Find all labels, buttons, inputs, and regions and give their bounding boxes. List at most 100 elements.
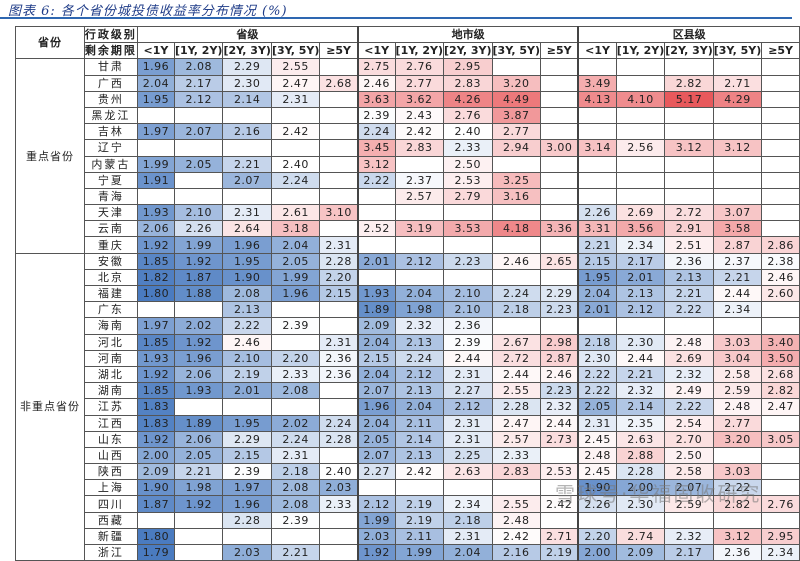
province-name: 黑龙江 (83, 106, 138, 125)
yield-cell: 2.05 (173, 155, 224, 173)
yield-cell: 2.40 (270, 155, 321, 173)
yield-cell: 2.23 (443, 252, 493, 270)
yield-cell: 3.50 (761, 349, 800, 367)
table-row: 湖北 1.92 2.06 2.19 2.33 2.36 2.04 2.12 2.31 2.44 2.… (16, 365, 800, 384)
yield-cell: 1.96 (222, 495, 272, 513)
yield-cell: 2.32 (540, 398, 579, 416)
province-name: 辽宁 (83, 139, 138, 157)
province-name: 重庆 (83, 236, 138, 254)
yield-cell: 2.05 (356, 430, 396, 448)
yield-cell: 1.98 (173, 479, 224, 497)
province-name: 湖北 (83, 365, 138, 384)
yield-cell: 2.71 (540, 527, 579, 546)
yield-cell: 3.16 (491, 187, 542, 206)
yield-cell: 3.56 (615, 220, 666, 238)
yield-cell: 1.98 (394, 301, 445, 319)
yield-cell (540, 74, 579, 92)
table-row: 湖南 1.85 1.93 2.01 2.08 2.07 2.13 2.27 2.55 2.23 2.… (16, 382, 800, 400)
term-header: [2Y, 3Y) (222, 42, 272, 60)
table-row: 贵州 1.95 2.12 2.14 2.31 3.63 3.62 4.26 4.49 4.13 4.… (16, 90, 800, 108)
yield-cell (664, 123, 714, 141)
yield-cell: 2.59 (664, 495, 714, 513)
term-header: [1Y, 2Y) (394, 42, 445, 60)
yield-cell (394, 479, 445, 497)
yield-cell: 3.53 (443, 220, 493, 238)
yield-cell: 2.39 (270, 317, 321, 335)
yield-cell (173, 106, 224, 125)
yield-cell: 1.82 (136, 268, 175, 287)
yield-cell: 2.45 (577, 430, 617, 448)
table-row: 河北 1.85 1.92 2.46 2.31 2.04 2.13 2.39 2.67 2.98 2.… (16, 333, 800, 351)
yield-cell: 1.97 (136, 317, 175, 335)
table-row: 山东 1.92 2.06 2.29 2.24 2.28 2.05 2.14 2.31 2.57 2.… (16, 430, 800, 448)
yield-cell: 2.09 (136, 463, 175, 481)
yield-cell: 2.07 (356, 382, 396, 400)
yield-cell: 2.30 (577, 349, 617, 367)
yield-cell (319, 301, 359, 319)
term-header: [3Y, 5Y) (712, 42, 763, 60)
yield-cell: 2.19 (394, 511, 445, 529)
yield-cell (491, 236, 542, 254)
table-row: 江苏 1.83 1.96 2.04 2.12 2.28 2.32 2.05 2.14 2.22 2.… (16, 398, 800, 416)
yield-cell: 3.03 (712, 333, 763, 351)
yield-cell: 2.31 (319, 236, 359, 254)
yield-cell: 2.21 (712, 268, 763, 287)
yield-cell: 2.31 (443, 430, 493, 448)
table-row: 广西 2.04 2.17 2.30 2.47 2.68 2.46 2.77 2.83 3.20 3.… (16, 74, 800, 92)
yield-cell (319, 220, 359, 238)
yield-cell: 2.08 (270, 495, 321, 513)
yield-cell: 3.12 (356, 155, 396, 173)
yield-cell: 2.28 (222, 511, 272, 529)
yield-cell (491, 155, 542, 173)
yield-cell: 2.06 (173, 365, 224, 384)
yield-cell: 1.80 (136, 527, 175, 546)
yield-cell: 2.27 (356, 463, 396, 481)
yield-cell: 2.26 (173, 220, 224, 238)
yield-cell (664, 511, 714, 529)
yield-cell: 2.21 (577, 236, 617, 254)
yield-cell: 1.93 (136, 349, 175, 367)
yield-cell: 3.20 (491, 74, 542, 92)
yield-cell: 2.33 (443, 139, 493, 157)
yield-cell: 2.47 (270, 74, 321, 92)
yield-cell: 2.39 (443, 333, 493, 351)
yield-cell: 2.00 (577, 543, 617, 561)
yield-cell: 2.98 (540, 333, 579, 351)
yield-cell: 2.23 (540, 382, 579, 400)
yield-cell: 2.01 (222, 382, 272, 400)
yield-cell: 2.48 (712, 398, 763, 416)
yield-cell: 2.82 (761, 382, 800, 400)
yield-cell (173, 171, 224, 189)
yield-cell (270, 139, 321, 157)
yield-cell (577, 123, 617, 141)
yield-cell: 2.36 (319, 349, 359, 367)
yield-cell: 2.03 (319, 479, 359, 497)
yield-cell: 3.40 (761, 333, 800, 351)
yield-cell: 1.90 (222, 268, 272, 287)
yield-cell: 2.02 (173, 317, 224, 335)
yield-cell (356, 236, 396, 254)
yield-cell: 2.30 (615, 495, 666, 513)
yield-cell: 2.10 (173, 204, 224, 222)
table-row: 辽宁 3.45 2.83 2.33 2.94 3.00 3.14 2.56 3.12 3.12 (16, 139, 800, 157)
yield-cell: 2.46 (540, 365, 579, 384)
term-header: ≥5Y (540, 42, 579, 60)
yield-cell: 2.34 (615, 236, 666, 254)
yield-cell (712, 187, 763, 206)
province-name: 山西 (83, 446, 138, 465)
yield-cell: 2.42 (394, 463, 445, 481)
province-name: 江西 (83, 414, 138, 432)
yield-cell (577, 171, 617, 189)
yield-cell: 2.52 (356, 220, 396, 238)
yield-cell: 2.49 (664, 382, 714, 400)
yield-cell (540, 58, 579, 76)
yield-cell: 2.02 (270, 414, 321, 432)
yield-cell: 2.39 (270, 511, 321, 529)
yield-cell: 1.90 (577, 479, 617, 497)
yield-cell: 2.29 (222, 58, 272, 76)
yield-cell (761, 171, 800, 189)
table-row: 非重点省份 安徽 1.85 1.92 1.95 2.05 2.28 2.01 2.12 2.23 2… (15, 252, 800, 561)
yield-cell: 2.24 (491, 284, 542, 303)
yield-cell (712, 511, 763, 529)
yield-cell: 2.21 (173, 463, 224, 481)
